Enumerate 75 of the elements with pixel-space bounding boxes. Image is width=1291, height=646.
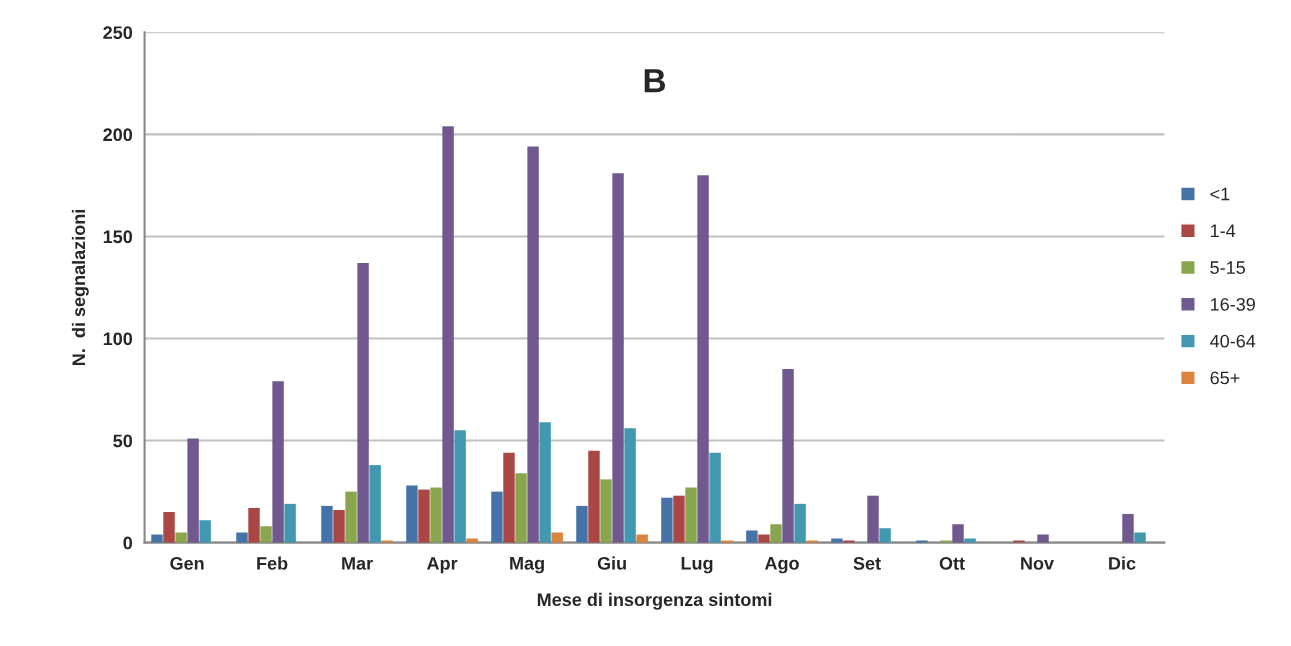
bar <box>515 473 527 543</box>
bar <box>952 524 964 543</box>
bar <box>236 532 248 543</box>
y-axis-title: N. di segnalazioni <box>71 209 89 366</box>
x-axis-title: Mese di insorgenza sintomi <box>537 592 772 610</box>
bar <box>503 452 515 543</box>
x-tick-label: Lug <box>681 557 713 574</box>
y-tick-label: 50 <box>113 434 133 448</box>
bar <box>661 497 673 543</box>
bar <box>758 534 770 543</box>
bar <box>551 532 563 543</box>
bar <box>527 146 539 543</box>
bar <box>321 505 333 543</box>
bar <box>1037 534 1049 543</box>
bar <box>636 534 648 543</box>
bar <box>284 503 296 543</box>
bar <box>345 491 357 543</box>
bar <box>746 530 758 543</box>
x-tick-label: Nov <box>1021 557 1054 570</box>
y-tick-label: 150 <box>103 230 133 244</box>
bar <box>673 495 685 543</box>
bar <box>576 505 588 543</box>
bar <box>151 534 163 543</box>
bar <box>782 369 794 543</box>
bar <box>879 528 891 543</box>
bar <box>612 173 624 543</box>
legend-label: 65+ <box>1210 371 1240 385</box>
legend-label: 40-64 <box>1210 334 1256 348</box>
text: B <box>644 69 666 93</box>
bar <box>794 503 806 543</box>
bar <box>333 509 345 543</box>
bar <box>442 126 454 543</box>
bar <box>1134 532 1146 543</box>
x-tick-label: Mar <box>342 557 373 570</box>
bar <box>187 438 199 543</box>
bar <box>867 495 879 543</box>
legend-label: 1-4 <box>1211 224 1236 237</box>
x-tick-label: Mag <box>510 557 544 574</box>
x-tick-label: Apr <box>426 557 458 574</box>
bar <box>685 487 697 543</box>
legend-label: 5-15 <box>1210 261 1245 274</box>
y-tick-label: 250 <box>103 26 133 40</box>
bar <box>588 450 600 543</box>
bar <box>600 479 612 543</box>
bar <box>418 489 430 543</box>
x-tick-label: Ago <box>764 557 799 574</box>
bar <box>491 491 503 543</box>
legend-label: 16-39 <box>1211 297 1255 311</box>
y-tick-label: 100 <box>103 332 133 346</box>
bar <box>406 485 418 543</box>
x-tick-label: Giu <box>597 556 626 570</box>
bar <box>624 428 636 543</box>
bar <box>369 465 381 543</box>
bar <box>175 532 187 543</box>
bar <box>248 507 260 543</box>
x-tick-label: Feb <box>257 556 288 570</box>
bar <box>770 524 782 543</box>
bar <box>357 262 369 543</box>
bar <box>539 422 551 543</box>
bar <box>454 430 466 543</box>
legend-label: <1 <box>1210 187 1230 201</box>
bar <box>272 381 284 543</box>
bar <box>260 526 272 543</box>
y-tick-label: 200 <box>103 128 133 142</box>
x-tick-label: Dic <box>1109 556 1136 570</box>
y-tick-label: 0 <box>123 536 133 550</box>
bar <box>430 487 442 543</box>
bar <box>709 452 721 543</box>
bar <box>199 520 211 543</box>
bar <box>1122 514 1134 543</box>
x-tick-label: Gen <box>170 557 204 570</box>
x-tick-label: Ott <box>939 557 965 570</box>
bar <box>697 175 709 543</box>
x-tick-label: Set <box>853 557 881 570</box>
bar <box>163 512 175 543</box>
